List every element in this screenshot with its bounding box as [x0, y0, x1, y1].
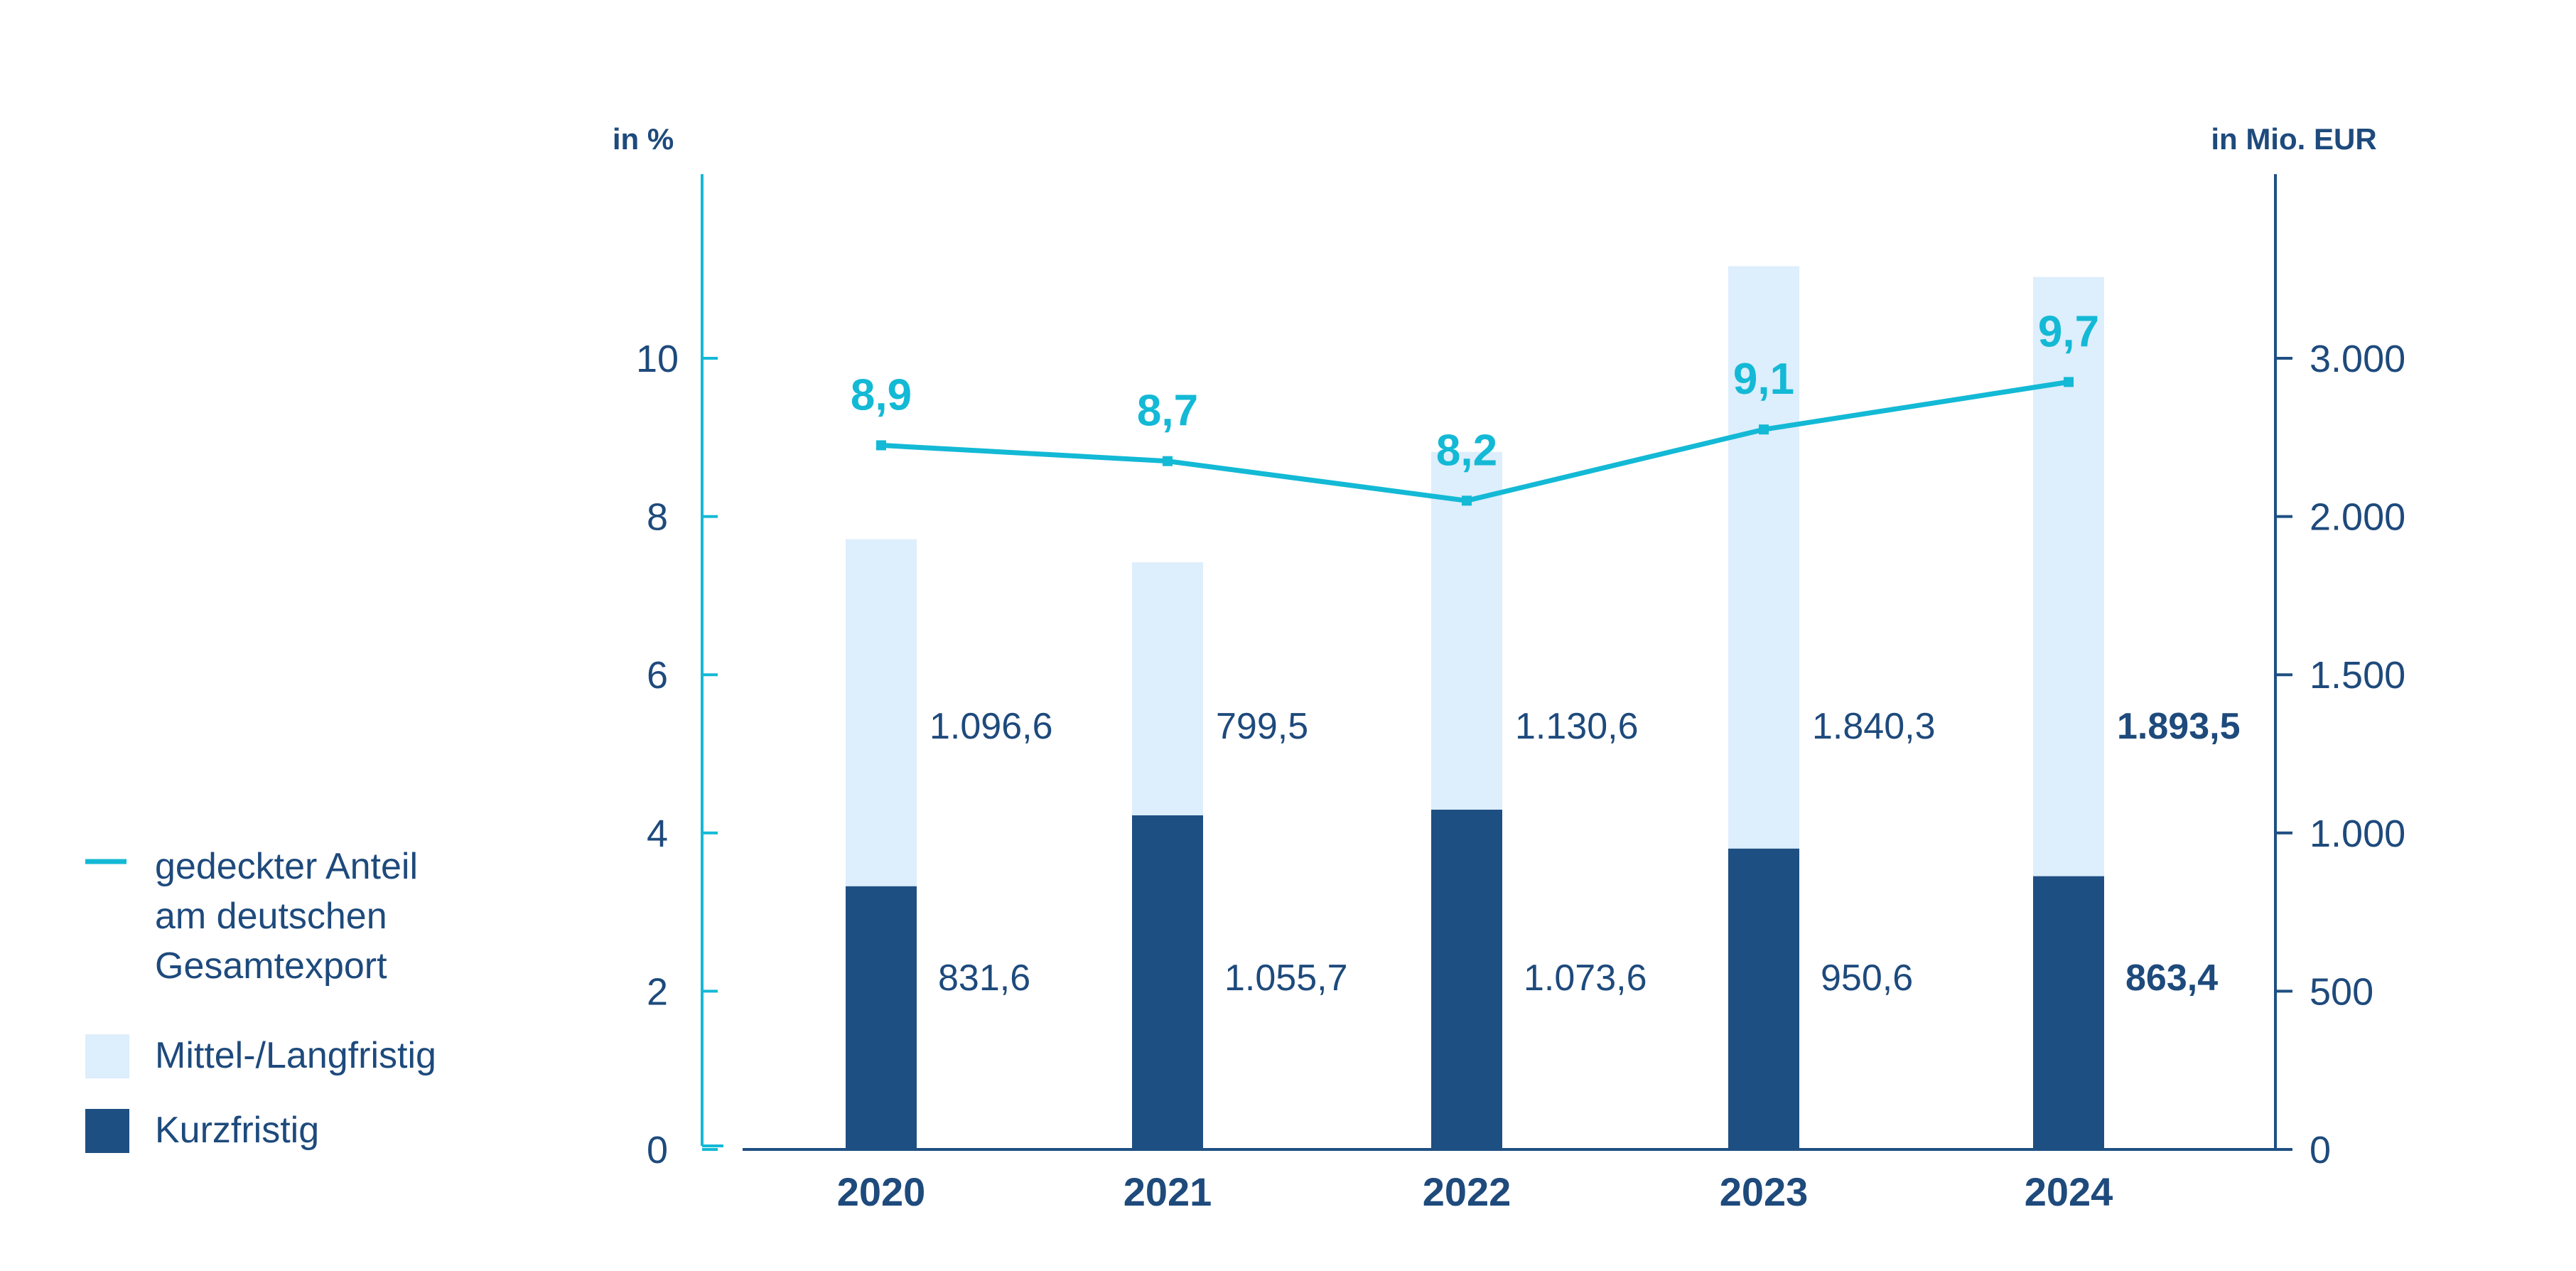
legend-medium-label: Mittel-/Langfristig [155, 1035, 436, 1076]
line-point [1462, 495, 1472, 506]
left-tick-label: 8 [647, 496, 668, 539]
left-tick-label: 4 [647, 813, 668, 855]
x-axis-year: 2023 [1720, 1169, 1809, 1214]
right-tick-label: 500 [2310, 970, 2373, 1013]
right-tick-label: 0 [2310, 1129, 2331, 1171]
line-value-label: 8,7 [1137, 387, 1198, 436]
left-tick-label: 2 [647, 970, 668, 1013]
legend-short-swatch [85, 1109, 129, 1153]
legend-line-label-1: gedeckter Anteil [155, 846, 418, 887]
legend-short-label: Kurzfristig [155, 1110, 319, 1151]
legend-line-label-3: Gesamtexport [155, 945, 387, 987]
left-axis-unit: in % [613, 122, 674, 156]
segment-labels: 831,6 1.096,6 1.055,7 799,5 1.073,6 1.130,6 95… [929, 706, 2241, 999]
x-axis-year: 2020 [837, 1169, 926, 1214]
legend-medium-swatch [85, 1034, 129, 1078]
right-tick-label: 1.500 [2310, 654, 2405, 697]
label-mittel-langfristig: 1.096,6 [929, 706, 1053, 747]
right-tick-label: 2.000 [2310, 496, 2405, 539]
line-value-label: 9,1 [1733, 355, 1794, 404]
right-tick-label: 1.000 [2310, 813, 2405, 855]
left-tick-label: 10 [636, 338, 679, 380]
left-tick-label: 0 [647, 1129, 668, 1171]
bar-segment-kurzfristig [2033, 876, 2104, 1149]
bar-segment-mittel-langfristig [1728, 266, 1799, 849]
label-kurzfristig: 1.073,6 [1524, 958, 1647, 999]
label-mittel-langfristig: 1.893,5 [2117, 706, 2241, 747]
line-value-label: 8,2 [1436, 426, 1497, 475]
label-mittel-langfristig: 1.840,3 [1812, 706, 1936, 747]
left-tick-label: 6 [647, 654, 668, 697]
line-point [1163, 456, 1173, 466]
label-mittel-langfristig: 799,5 [1216, 706, 1308, 747]
x-axis-year: 2024 [2025, 1169, 2113, 1214]
line-value-label: 9,7 [2038, 307, 2099, 356]
bar-segment-kurzfristig [1132, 815, 1203, 1149]
bar-segment-kurzfristig [846, 886, 917, 1149]
bar-segment-kurzfristig [1431, 810, 1502, 1149]
x-axis-labels: 2020 2021 2022 2023 2024 [837, 1169, 2113, 1214]
x-axis-year: 2022 [1423, 1169, 1511, 1214]
line-point [1759, 424, 1769, 435]
legend: gedeckter Anteil am deutschen Gesamtexpo… [85, 846, 436, 1153]
right-tick-label: 3.000 [2310, 338, 2405, 380]
x-axis-year: 2021 [1123, 1169, 1212, 1214]
bar-segment-mittel-langfristig [846, 539, 917, 886]
label-kurzfristig: 863,4 [2125, 958, 2218, 999]
bar-segment-mittel-langfristig [1132, 562, 1203, 816]
line-point [876, 440, 886, 451]
label-kurzfristig: 1.055,7 [1224, 958, 1348, 999]
right-axis-unit: in Mio. EUR [2211, 122, 2376, 156]
line-point [2064, 377, 2074, 387]
bar-segment-mittel-langfristig [2033, 277, 2104, 876]
legend-line-label-2: am deutschen [155, 896, 387, 937]
bar-segment-mittel-langfristig [1431, 451, 1502, 810]
label-kurzfristig: 950,6 [1821, 958, 1913, 999]
label-kurzfristig: 831,6 [938, 958, 1030, 999]
bar-segment-kurzfristig [1728, 848, 1799, 1149]
right-axis-ticks: 0 500 1.000 1.500 2.000 3.000 [2275, 338, 2405, 1171]
bars [846, 266, 2104, 1149]
line-value-label: 8,9 [851, 370, 912, 419]
left-axis-ticks: 0 2 4 6 8 10 [636, 338, 718, 1171]
line-series: 8,9 8,7 8,2 9,1 9,7 [851, 307, 2099, 506]
label-mittel-langfristig: 1.130,6 [1515, 706, 1639, 747]
